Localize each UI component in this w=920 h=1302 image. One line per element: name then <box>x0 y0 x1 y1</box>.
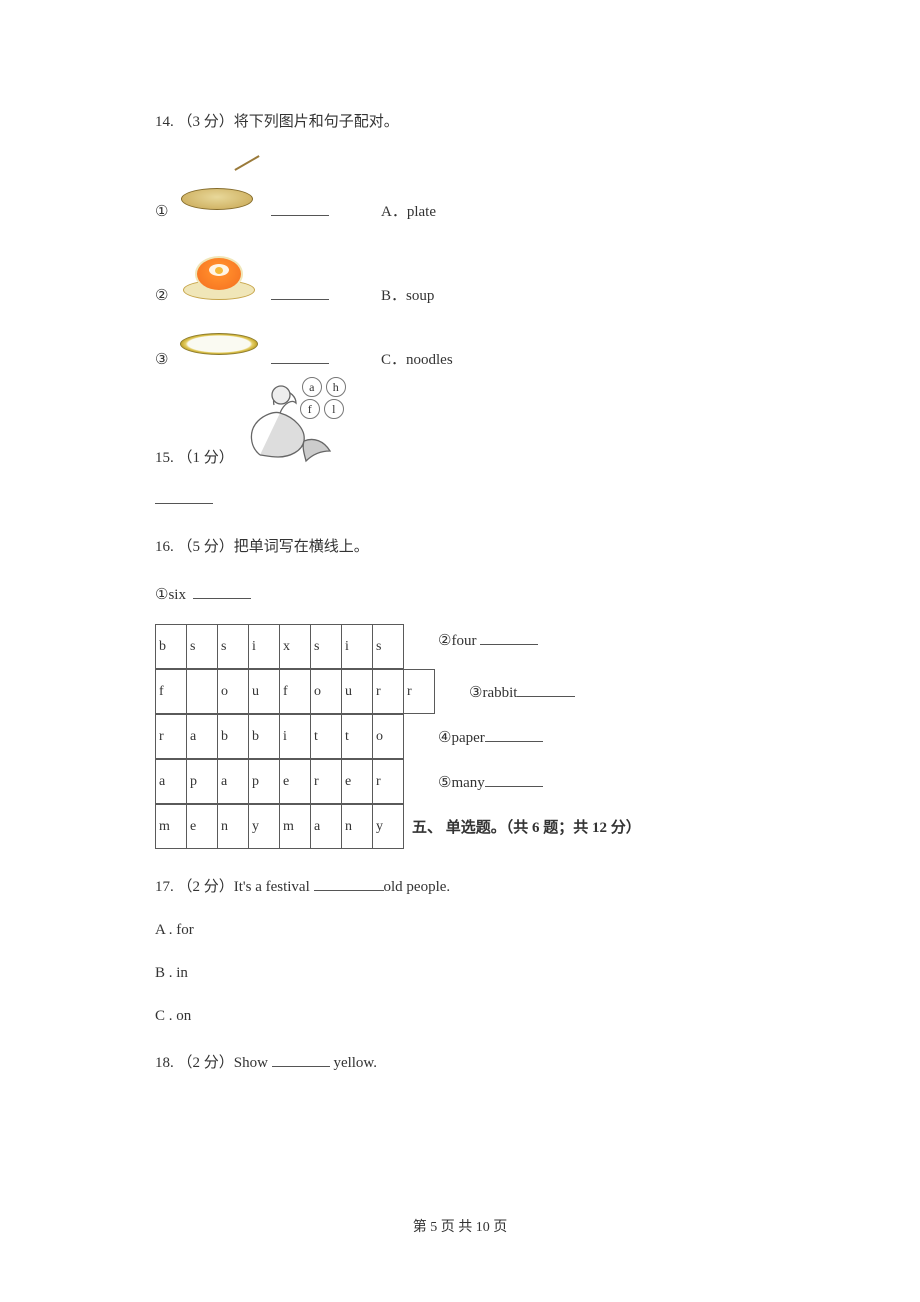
cell: s <box>218 625 249 669</box>
cell: n <box>342 805 373 849</box>
cell: u <box>249 670 280 714</box>
cell: e <box>280 760 311 804</box>
cell: i <box>342 625 373 669</box>
letter-grid: f o u f o u r r <box>155 669 435 714</box>
q18-stem: 18. （2 分）Show yellow. <box>155 1051 765 1072</box>
q14-opt-a: A．plate <box>341 200 436 221</box>
cell: y <box>249 805 280 849</box>
q16-blank-2[interactable] <box>480 630 538 645</box>
bubble-a: a <box>302 377 322 397</box>
q16-label-3: ③rabbit <box>435 682 575 702</box>
q14-row-2: ② B．soup <box>155 243 765 305</box>
page-footer: 第 5 页 共 10 页 <box>0 1216 920 1236</box>
q14-num-2: ② <box>155 286 177 305</box>
cell: u <box>342 670 373 714</box>
cell: s <box>373 625 404 669</box>
q18-blank[interactable] <box>272 1052 330 1067</box>
cell: a <box>311 805 342 849</box>
q16-stem: 16. （5 分）把单词写在横线上。 <box>155 535 765 556</box>
q14-num-3: ③ <box>155 350 177 369</box>
cell: t <box>342 715 373 759</box>
q17-options: A . for B . in C . on <box>155 922 765 1025</box>
q17-opt-a[interactable]: A . for <box>155 922 765 939</box>
q14-blank-1[interactable] <box>263 201 341 221</box>
cell: r <box>156 715 187 759</box>
q14-opt-c: C．noodles <box>341 348 453 369</box>
cell: a <box>187 715 218 759</box>
cell: o <box>218 670 249 714</box>
q14-row-1: ① A．plate <box>155 159 765 221</box>
q16-label-2: ②four <box>404 630 538 650</box>
cell: e <box>342 760 373 804</box>
q17-opt-b[interactable]: B . in <box>155 965 765 982</box>
q16-blank-4[interactable] <box>485 727 543 742</box>
q16-row-5: m e n y m a n y 五、 单选题。（共 6 题；共 12 分） <box>155 804 765 849</box>
cell: i <box>249 625 280 669</box>
q14-blank-2[interactable] <box>263 285 341 305</box>
cell: b <box>156 625 187 669</box>
q16-blank-1[interactable] <box>193 584 251 599</box>
q17-blank[interactable] <box>314 876 384 891</box>
q14-opt-b: B．soup <box>341 284 434 305</box>
cell: r <box>373 670 404 714</box>
q16-first: ①six <box>155 584 765 604</box>
cell: t <box>311 715 342 759</box>
q14-img-soup <box>177 243 263 305</box>
q15-row: 15. （1 分） a h f l <box>155 377 765 467</box>
cell: r <box>373 760 404 804</box>
q16-row-1: b s s i x s i s ②four <box>155 610 765 669</box>
q14-img-plate <box>177 327 263 369</box>
cell: s <box>311 625 342 669</box>
q16-blank-5[interactable] <box>485 772 543 787</box>
cell: a <box>218 760 249 804</box>
q16-row-4: a p a p e r e r ⑤many <box>155 759 765 804</box>
bubble-l: l <box>324 399 344 419</box>
cell: p <box>187 760 218 804</box>
section-5-title: 五、 单选题。（共 6 题；共 12 分） <box>404 816 641 837</box>
letter-grid: b s s i x s i s <box>155 624 404 669</box>
q14-stem: 14. （3 分）将下列图片和句子配对。 <box>155 110 765 131</box>
cell: y <box>373 805 404 849</box>
cell: x <box>280 625 311 669</box>
bubble-f: f <box>300 399 320 419</box>
q14-num-1: ① <box>155 202 177 221</box>
q14-blank-3[interactable] <box>263 349 341 369</box>
q16-label-5: ⑤many <box>404 772 543 792</box>
cell: o <box>373 715 404 759</box>
letter-grid: r a b b i t t o <box>155 714 404 759</box>
mermaid-image: a h f l <box>240 377 358 467</box>
cell: p <box>249 760 280 804</box>
letter-grid: m e n y m a n y <box>155 804 404 849</box>
q16-label-4: ④paper <box>404 727 543 747</box>
bubble-h: h <box>326 377 346 397</box>
q14-img-noodles <box>177 159 263 221</box>
cell <box>187 670 218 714</box>
q16-blank-3[interactable] <box>517 682 575 697</box>
cell: s <box>187 625 218 669</box>
cell: f <box>156 670 187 714</box>
q15-blank[interactable] <box>155 489 765 509</box>
cell: b <box>249 715 280 759</box>
cell: e <box>187 805 218 849</box>
letter-grid: a p a p e r e r <box>155 759 404 804</box>
cell: i <box>280 715 311 759</box>
q14-row-3: ③ C．noodles <box>155 327 765 369</box>
cell: o <box>311 670 342 714</box>
q15-stem: 15. （1 分） <box>155 446 234 467</box>
q16-row-3: r a b b i t t o ④paper <box>155 714 765 759</box>
q17-opt-c[interactable]: C . on <box>155 1008 765 1025</box>
cell: r <box>404 670 435 714</box>
cell: n <box>218 805 249 849</box>
cell: b <box>218 715 249 759</box>
cell: m <box>280 805 311 849</box>
cell: m <box>156 805 187 849</box>
cell: a <box>156 760 187 804</box>
q17-stem: 17. （2 分）It's a festival old people. <box>155 875 765 896</box>
q16-row-2: f o u f o u r r ③rabbit <box>155 669 765 714</box>
cell: f <box>280 670 311 714</box>
cell: r <box>311 760 342 804</box>
